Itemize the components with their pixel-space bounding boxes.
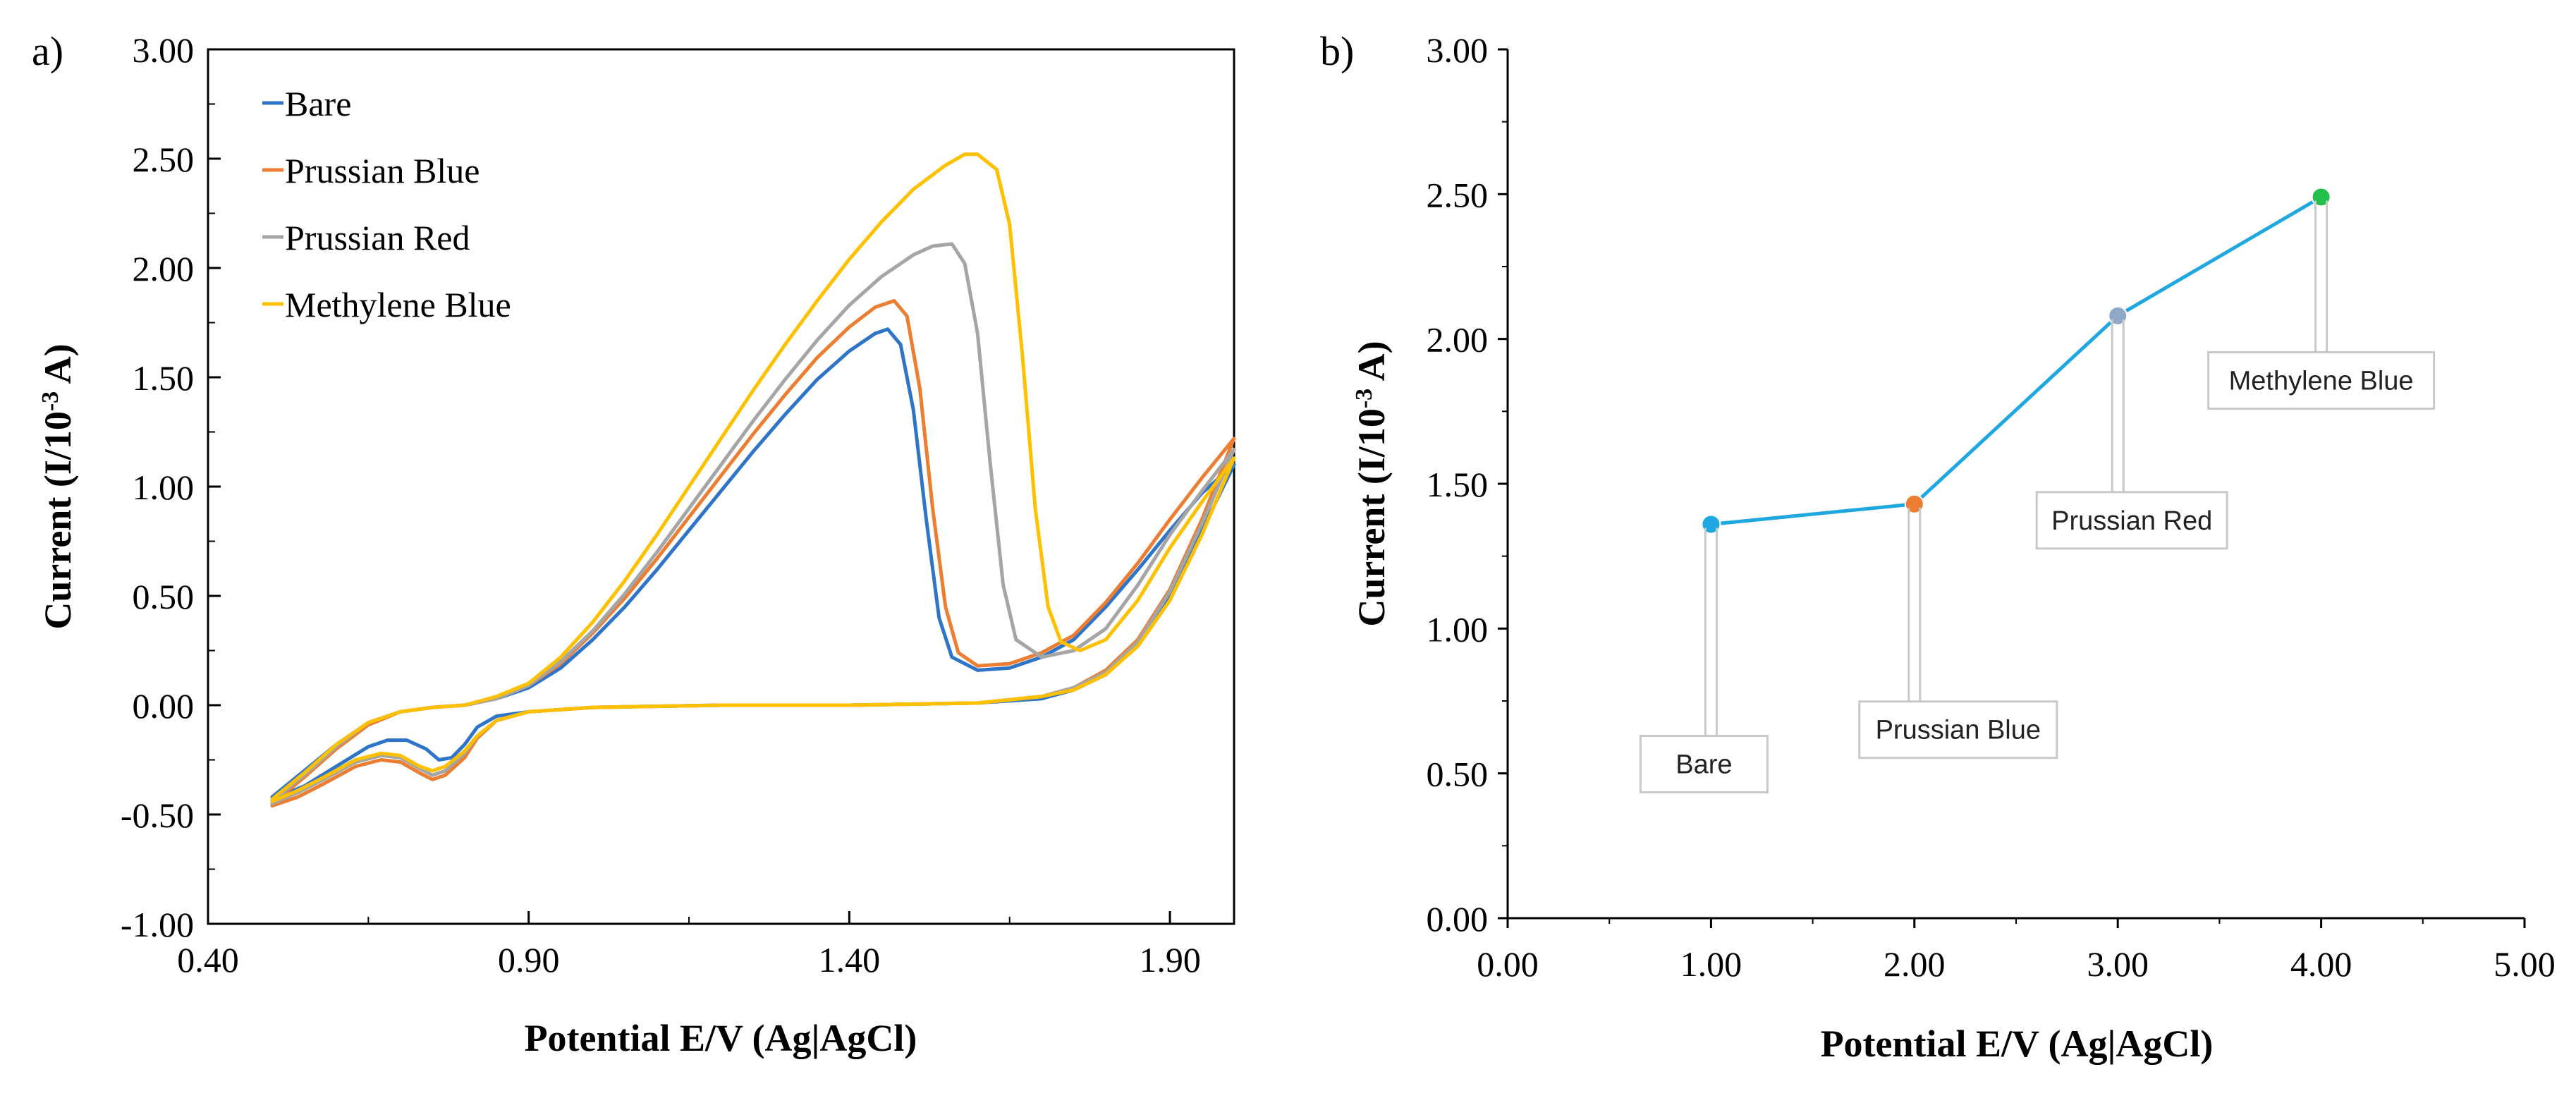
panel-b-x-tick-labels: 0.00 1.00 2.00 3.00 4.00 5.00 — [1477, 944, 2556, 984]
panel-a-label: a) — [32, 28, 63, 74]
panel-a-y-tick-label: 2.00 — [133, 249, 195, 288]
panel-b-x-tick-label: 3.00 — [2087, 944, 2149, 984]
panel-b-y-axis-label-end: A) — [1350, 341, 1393, 389]
panel-a-y-axis-label-end: A) — [37, 343, 79, 391]
series-line-bare — [270, 327, 1236, 801]
panel-b-x-tick-label: 2.00 — [1884, 944, 1946, 984]
panel-a-y-tick-label: 1.00 — [133, 468, 195, 507]
callout-box-prussian-blue — [1858, 700, 2058, 760]
panel-b-y-tick-label: 2.50 — [1427, 175, 1489, 214]
panel-a-y-tick-label: 0.50 — [133, 577, 195, 616]
panel-a-x-tick-label: 1.90 — [1139, 940, 1201, 980]
callout-label-methylene-blue: Methylene Blue — [2229, 366, 2414, 396]
panel-a-x-tick-label: 0.90 — [498, 940, 560, 980]
panel-a-y-tick-label: -0.50 — [121, 795, 194, 835]
panel-a-x-axis-label: Potential E/V (Ag|AgCl) — [525, 1017, 917, 1059]
panel-b-x-tick-label: 4.00 — [2290, 944, 2352, 984]
series-line-methylene-blue — [270, 152, 1236, 803]
panel-b-y-tick-label: 1.50 — [1427, 465, 1489, 504]
panel-b-x-tick-label: 5.00 — [2493, 944, 2556, 984]
panel-b-y-tick-label: 0.50 — [1427, 755, 1489, 794]
callout-box-prussian-red — [2035, 491, 2228, 550]
panel-b-y-axis-label: Current (I/10-3 A) — [1350, 341, 1393, 626]
panel-a-chart: a) -1.00 -0.50 0.00 0.50 1.00 1.50 2.00 2.50 3.0… — [32, 28, 1236, 1059]
panel-a-series — [270, 152, 1236, 808]
callout-label-prussian-red: Prussian Red — [2051, 506, 2212, 536]
panel-b-chart: b) 0.00 0.50 1.00 1.50 2.00 2.50 3.00 0.00 1.00… — [1320, 28, 2556, 1065]
panel-a-x-tick-label: 1.40 — [819, 940, 881, 980]
legend-label-prussian-red: Prussian Red — [285, 218, 470, 257]
callout-box-methylene-blue — [2207, 350, 2436, 410]
panel-a-y-axis-label-sup: -3 — [37, 391, 63, 411]
panel-b-callouts: Bare Prussian Blue Prussian Red Methylene B… — [1639, 200, 2436, 793]
panel-b-y-axis-label-main: Current (I/10 — [1350, 408, 1393, 626]
panel-b-y-axis-label-sup: -3 — [1351, 389, 1377, 408]
panel-b-label: b) — [1320, 28, 1354, 74]
panel-a-y-tick-label: 1.50 — [133, 358, 195, 398]
panel-b-y-tick-label: 1.00 — [1427, 609, 1489, 649]
panel-a-x-tick-label: 0.40 — [177, 940, 239, 980]
panel-b-y-tick-label: 2.00 — [1427, 320, 1489, 360]
legend-label-prussian-blue: Prussian Blue — [285, 151, 480, 190]
panel-b-y-tick-label: 3.00 — [1427, 30, 1489, 70]
callout-box-bare — [1639, 734, 1769, 793]
panel-a-legend: Bare Prussian Blue Prussian Red Methylene B… — [262, 84, 511, 324]
panel-a-ticks — [207, 48, 1171, 925]
callout-label-bare: Bare — [1675, 750, 1732, 779]
panel-b-y-tick-label: 0.00 — [1427, 899, 1489, 939]
legend-label-bare: Bare — [285, 84, 351, 123]
panel-a-y-axis-label: Current (I/10-3 A) — [37, 343, 79, 629]
panel-a-y-axis-label-main: Current (I/10 — [37, 411, 79, 629]
panel-a-x-tick-labels: 0.40 0.90 1.40 1.90 — [177, 940, 1201, 980]
panel-a-y-tick-label: 0.00 — [133, 686, 195, 726]
panel-b-y-tick-labels: 0.00 0.50 1.00 1.50 2.00 2.50 3.00 — [1427, 30, 1489, 939]
panel-b-x-tick-label: 0.00 — [1477, 944, 1539, 984]
panel-a-y-tick-label: -1.00 — [121, 905, 194, 944]
callout-label-prussian-blue: Prussian Blue — [1876, 716, 2041, 745]
panel-b-ticks — [1498, 48, 2526, 928]
panel-a-y-tick-labels: -1.00 -0.50 0.00 0.50 1.00 1.50 2.00 2.50 3.00 — [121, 30, 194, 944]
panel-b-x-axis-label: Potential E/V (Ag|AgCl) — [1821, 1023, 2214, 1065]
panel-a-y-tick-label: 2.50 — [133, 140, 195, 179]
legend-label-methylene-blue: Methylene Blue — [285, 285, 511, 324]
panel-a-y-tick-label: 3.00 — [133, 30, 195, 70]
panel-b-x-tick-label: 1.00 — [1680, 944, 1742, 984]
panel-b-series-line — [1711, 195, 2322, 526]
